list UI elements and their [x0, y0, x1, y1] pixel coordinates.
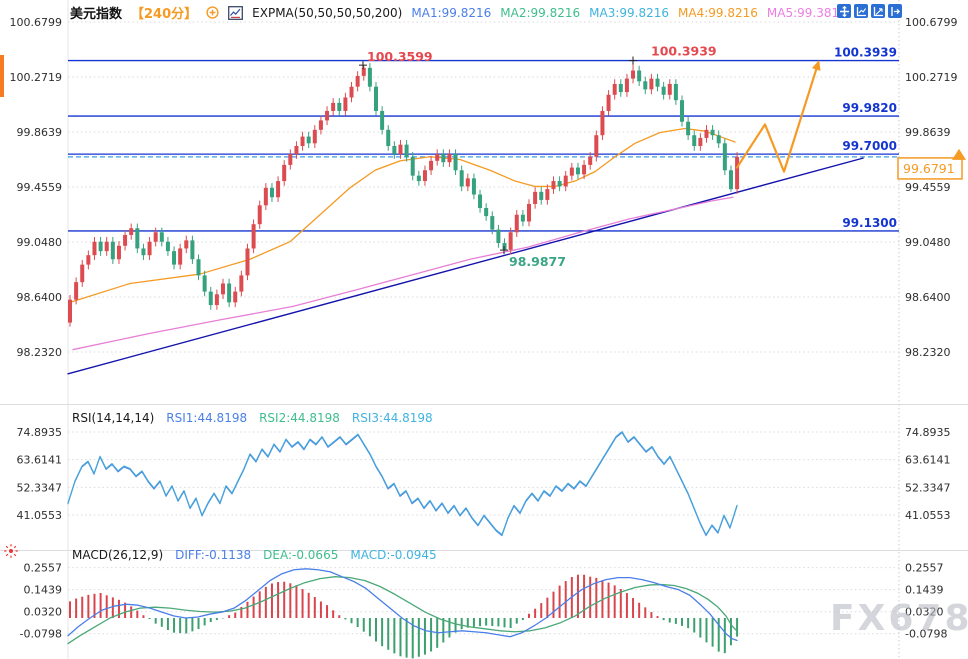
svg-text:99.0480: 99.0480	[17, 236, 63, 249]
indicator-name: EXPMA(50,50,50,50,200)	[252, 5, 403, 20]
svg-text:100.6799: 100.6799	[905, 16, 958, 29]
svg-text:52.3347: 52.3347	[905, 481, 951, 494]
macd-header: MACD(26,12,9) DIFF:-0.1138 DEA:-0.0665 M…	[72, 548, 449, 562]
svg-text:100.3939: 100.3939	[651, 44, 717, 59]
rsi1-value: RSI1:44.8198	[166, 411, 248, 425]
ma4-value: MA4:99.8216	[678, 5, 758, 20]
svg-text:99.4559: 99.4559	[17, 181, 63, 194]
auto-scale-icon[interactable]	[854, 4, 868, 18]
macd-value: MACD:-0.0945	[350, 548, 437, 562]
watermark: FX678	[830, 598, 968, 639]
svg-text:100.3599: 100.3599	[367, 49, 433, 64]
ma3-value: MA3:99.8216	[589, 5, 669, 20]
ma2-value: MA2:99.8216	[500, 5, 581, 20]
svg-text:0.2557: 0.2557	[24, 562, 63, 575]
svg-text:0.0320: 0.0320	[24, 606, 63, 619]
symbol-name: 美元指数	[70, 7, 123, 22]
svg-text:100.2719: 100.2719	[10, 71, 63, 84]
add-indicator-icon[interactable]	[206, 6, 219, 19]
macd-title: MACD(26,12,9)	[72, 548, 164, 562]
svg-text:99.7000: 99.7000	[842, 139, 897, 153]
svg-text:74.8935: 74.8935	[17, 426, 63, 439]
pan-icon[interactable]	[837, 4, 851, 18]
rsi-header: RSI(14,14,14) RSI1:44.8198 RSI2:44.8198 …	[72, 411, 445, 425]
svg-text:41.0553: 41.0553	[905, 509, 951, 522]
svg-text:52.3347: 52.3347	[17, 481, 63, 494]
brightness-icon[interactable]	[3, 543, 19, 563]
svg-text:0.1439: 0.1439	[905, 584, 944, 597]
svg-text:63.6141: 63.6141	[905, 454, 951, 467]
rsi2-value: RSI2:44.8198	[259, 411, 340, 425]
svg-text:99.4559: 99.4559	[905, 181, 951, 194]
svg-text:99.1300: 99.1300	[842, 216, 897, 230]
rsi3-value: RSI3:44.8198	[351, 411, 433, 425]
chart-toolbar	[834, 4, 902, 18]
svg-text:-0.0798: -0.0798	[20, 628, 62, 641]
svg-text:41.0553: 41.0553	[17, 509, 63, 522]
svg-text:99.8639: 99.8639	[17, 126, 63, 139]
svg-text:98.6400: 98.6400	[905, 291, 951, 304]
ma1-value: MA1:99.8216	[411, 5, 492, 20]
svg-text:0.2557: 0.2557	[905, 562, 944, 575]
rsi-title: RSI(14,14,14)	[72, 411, 155, 425]
svg-text:98.2320: 98.2320	[17, 346, 63, 359]
log-scale-icon[interactable]	[871, 4, 885, 18]
svg-text:98.2320: 98.2320	[905, 346, 951, 359]
diff-value: DIFF:-0.1138	[175, 548, 252, 562]
svg-text:74.8935: 74.8935	[905, 426, 951, 439]
svg-text:100.3939: 100.3939	[834, 46, 897, 60]
dea-value: DEA:-0.0665	[263, 548, 339, 562]
left-edge-marker	[0, 55, 4, 97]
svg-text:100.6799: 100.6799	[10, 16, 63, 29]
svg-text:63.6141: 63.6141	[17, 454, 63, 467]
ma5-value: MA5:99.3814	[766, 5, 847, 20]
timeframe-label: 【240分】	[131, 7, 198, 22]
svg-text:98.6400: 98.6400	[17, 291, 63, 304]
mini-chart-icon[interactable]	[228, 5, 244, 20]
chart-header: 美元指数 【240分】 EXPMA(50,50,50,50,200) MA1:9…	[70, 3, 856, 23]
svg-text:-0.0798: -0.0798	[905, 628, 947, 641]
svg-text:99.9820: 99.9820	[842, 101, 897, 115]
svg-text:0.1439: 0.1439	[24, 584, 63, 597]
svg-text:98.9877: 98.9877	[509, 254, 566, 269]
svg-text:99.8639: 99.8639	[905, 126, 951, 139]
svg-text:99.6791: 99.6791	[903, 161, 955, 176]
shift-right-icon[interactable]	[888, 4, 902, 18]
svg-text:99.0480: 99.0480	[905, 236, 951, 249]
svg-text:0.0320: 0.0320	[905, 606, 944, 619]
svg-text:100.2719: 100.2719	[905, 71, 958, 84]
